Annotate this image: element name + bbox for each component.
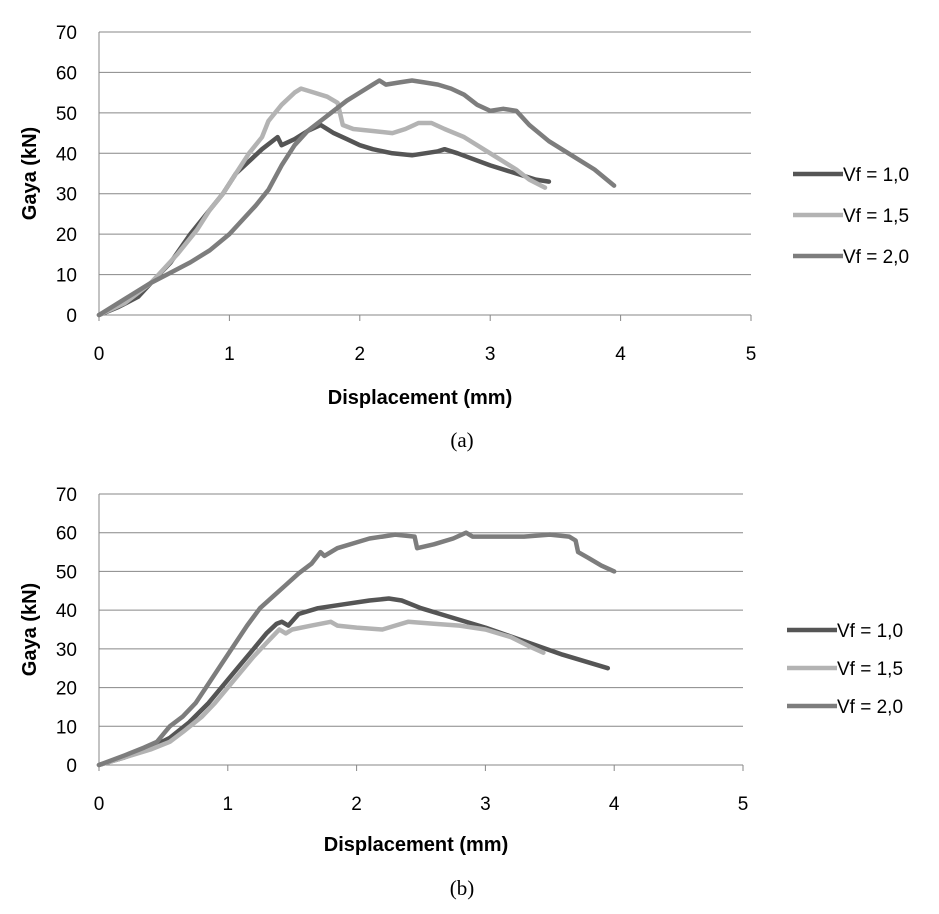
y-tick-label: 20 xyxy=(56,679,77,700)
x-tick-label: 0 xyxy=(94,344,105,365)
x-tick-label: 3 xyxy=(480,794,491,815)
x-axis-title: Displacement (mm) xyxy=(328,387,513,409)
y-tick-label: 10 xyxy=(56,266,77,287)
legend-label-2: Vf = 1,5 xyxy=(843,206,909,227)
y-axis-title: Gaya (kN) xyxy=(19,127,41,220)
legend-label-3: Vf = 2,0 xyxy=(843,247,909,268)
x-tick-label: 2 xyxy=(355,344,366,365)
y-tick-label: 20 xyxy=(56,225,77,246)
chart-a: 0 10 20 30 40 50 60 70 0 1 2 3 4 5 Displacement (mm) Ga… xyxy=(19,23,909,452)
x-tick-label: 5 xyxy=(738,794,749,815)
x-axis-title: Displacement (mm) xyxy=(324,834,509,856)
legend-label-3: Vf = 2,0 xyxy=(837,697,903,718)
y-tick-label: 60 xyxy=(56,63,77,84)
x-tick-label: 5 xyxy=(746,344,757,365)
legend-label-1: Vf = 1,0 xyxy=(837,621,903,642)
y-tick-label: 30 xyxy=(56,185,77,206)
x-tick-label: 0 xyxy=(94,794,105,815)
y-axis-title: Gaya (kN) xyxy=(19,583,41,676)
x-tick-label: 1 xyxy=(224,344,235,365)
y-tick-label: 30 xyxy=(56,640,77,661)
y-tick-label: 60 xyxy=(56,524,77,545)
x-tick-label: 3 xyxy=(485,344,496,365)
figure-caption: (a) xyxy=(450,428,473,452)
y-tick-label: 50 xyxy=(56,562,77,583)
legend-label-2: Vf = 1,5 xyxy=(837,659,903,680)
y-tick-label: 70 xyxy=(56,485,77,506)
x-tick-label: 4 xyxy=(615,344,626,365)
series-line-2 xyxy=(96,619,546,768)
series-line-2 xyxy=(96,86,548,318)
chart-b: 0 10 20 30 40 50 60 70 0 1 2 3 4 5 Displacement (mm) Ga… xyxy=(19,485,903,900)
x-tick-label: 2 xyxy=(351,794,362,815)
y-tick-label: 70 xyxy=(56,23,77,44)
legend-label-1: Vf = 1,0 xyxy=(843,165,909,186)
y-tick-label: 0 xyxy=(66,306,77,327)
x-tick-label: 4 xyxy=(609,794,620,815)
figure-caption: (b) xyxy=(450,876,475,900)
x-tick-label: 1 xyxy=(223,794,234,815)
series-line-3 xyxy=(96,78,617,318)
y-tick-label: 50 xyxy=(56,104,77,125)
y-tick-label: 0 xyxy=(66,756,77,777)
y-tick-label: 40 xyxy=(56,601,77,622)
y-tick-label: 40 xyxy=(56,144,77,165)
series-line-3 xyxy=(96,530,617,768)
series-line-1 xyxy=(96,596,611,768)
y-tick-label: 10 xyxy=(56,717,77,738)
